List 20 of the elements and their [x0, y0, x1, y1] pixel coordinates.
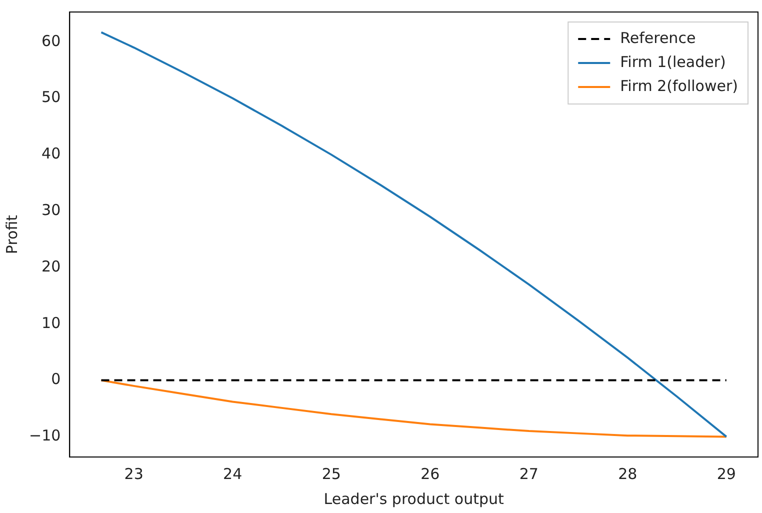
legend-label: Firm 1(leader) [620, 52, 726, 71]
y-tick-label: −10 [29, 426, 61, 445]
y-tick-label: 30 [42, 200, 61, 219]
x-tick-label: 23 [124, 464, 144, 483]
x-axis-title: Leader's product output [324, 490, 504, 508]
x-tick-label: 25 [322, 464, 341, 483]
y-tick-label: 20 [42, 257, 61, 276]
y-axis-title: Profit [2, 214, 21, 254]
y-tick-label: 10 [42, 314, 61, 332]
x-tick-label: 28 [618, 464, 638, 483]
y-tick-label: 60 [42, 32, 61, 50]
legend-label: Reference [620, 28, 696, 47]
legend-label: Firm 2(follower) [620, 76, 738, 95]
x-tick-label: 27 [519, 464, 538, 483]
y-tick-label: 0 [51, 370, 61, 388]
x-tick-label: 26 [420, 464, 440, 483]
y-tick-label: 50 [42, 88, 61, 106]
x-tick-label: 24 [223, 464, 242, 483]
y-tick-label: 40 [42, 144, 61, 163]
x-tick-label: 29 [716, 464, 736, 483]
